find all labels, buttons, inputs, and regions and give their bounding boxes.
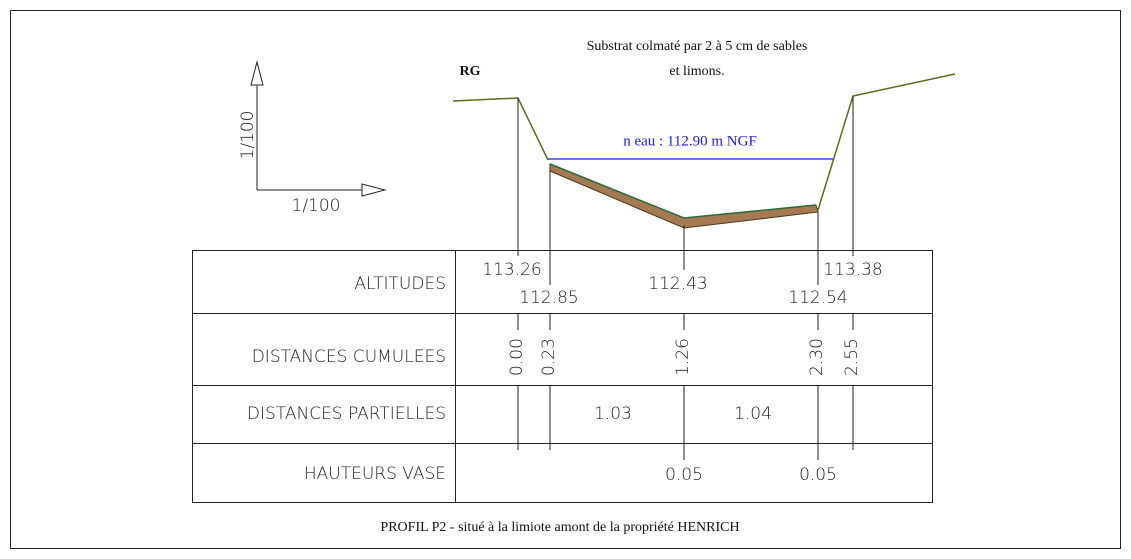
altitude: 112.85 bbox=[519, 288, 578, 308]
note: Substrat colmaté par 2 à 5 cm de sables bbox=[587, 39, 808, 54]
distance-partielle: 1.03 bbox=[594, 404, 632, 424]
right-bank bbox=[817, 73, 956, 211]
table-grid bbox=[192, 250, 933, 503]
altitude: 112.43 bbox=[648, 274, 707, 294]
distance-cumulee: 2.55 bbox=[842, 338, 862, 376]
frame bbox=[10, 10, 1121, 549]
distance-cumulee: 0.23 bbox=[539, 338, 559, 376]
row-label: ALTITUDES bbox=[354, 274, 446, 294]
distance-cumulee: 2.30 bbox=[807, 338, 827, 376]
distance-cumulee: 0.00 bbox=[507, 338, 527, 376]
bed-line bbox=[549, 163, 817, 219]
row-label: DISTANCES PARTIELLES bbox=[247, 404, 446, 424]
note: et limons. bbox=[669, 64, 724, 79]
distance-partielle: 1.04 bbox=[734, 404, 772, 424]
scale-symbol bbox=[250, 60, 387, 197]
altitude: 112.54 bbox=[788, 288, 847, 308]
reference-lines bbox=[517, 96, 854, 460]
hauteur-vase: 0.05 bbox=[799, 465, 837, 485]
distance-cumulee: 1.26 bbox=[673, 338, 693, 376]
altitude: 113.38 bbox=[823, 260, 882, 280]
bank-label: RG bbox=[460, 64, 481, 79]
horizontal-scale: 1/100 bbox=[292, 196, 341, 216]
row-label: HAUTEURS VASE bbox=[304, 464, 446, 484]
water-level: n eau : 112.90 m NGF bbox=[623, 133, 757, 149]
row-label: DISTANCES CUMULEES bbox=[252, 347, 446, 367]
left-bank bbox=[452, 97, 549, 161]
hauteur-vase: 0.05 bbox=[665, 465, 703, 485]
caption: PROFIL P2 - situé à la limiote amont de … bbox=[380, 520, 739, 535]
vertical-scale: 1/100 bbox=[238, 111, 258, 160]
altitude: 113.26 bbox=[482, 260, 541, 280]
